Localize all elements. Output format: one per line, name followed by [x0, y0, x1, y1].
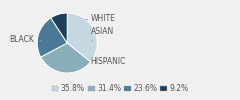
Text: WHITE: WHITE	[85, 14, 115, 23]
Wedge shape	[37, 18, 67, 57]
Wedge shape	[41, 43, 90, 73]
Wedge shape	[51, 13, 67, 43]
Wedge shape	[67, 13, 97, 62]
Text: BLACK: BLACK	[9, 36, 41, 44]
Text: ASIAN: ASIAN	[91, 27, 114, 42]
Legend: 35.8%, 31.4%, 23.6%, 9.2%: 35.8%, 31.4%, 23.6%, 9.2%	[48, 81, 192, 96]
Text: HISPANIC: HISPANIC	[84, 57, 126, 66]
